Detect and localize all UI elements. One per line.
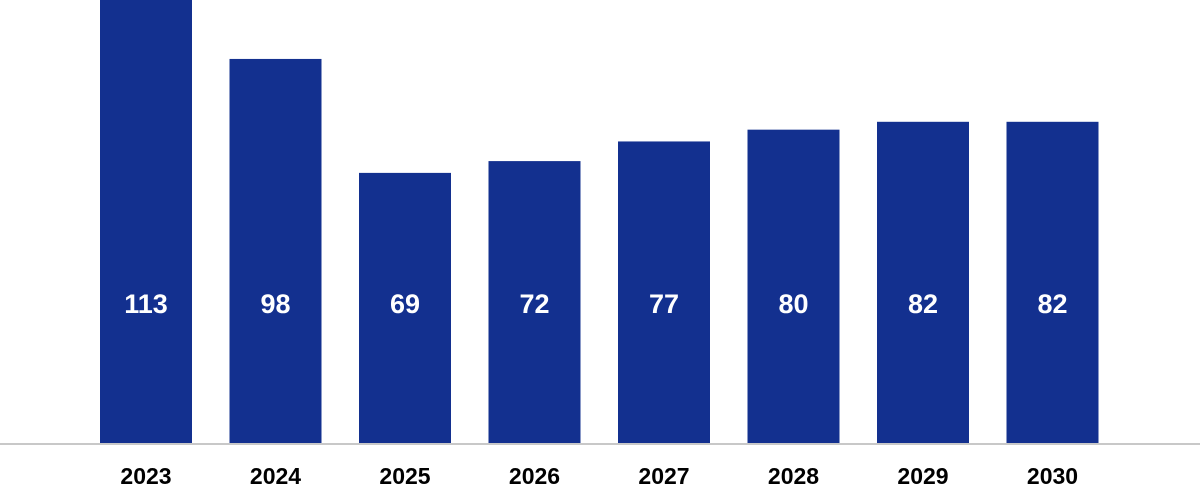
x-tick-2027: 2027	[638, 463, 689, 489]
x-tick-2025: 2025	[379, 463, 430, 489]
bar-2023	[100, 0, 192, 444]
x-tick-2024: 2024	[250, 463, 301, 489]
bar-2024	[229, 58, 322, 445]
x-tick-2026: 2026	[509, 463, 560, 489]
x-tick-2023: 2023	[120, 463, 171, 489]
data-label-2028: 80	[778, 289, 808, 319]
x-tick-2029: 2029	[897, 463, 948, 489]
data-label-2026: 72	[519, 289, 549, 319]
data-label-2024: 98	[260, 289, 290, 319]
data-label-2023: 113	[124, 289, 168, 319]
bar-2026	[488, 161, 581, 444]
bar-2030	[1006, 121, 1099, 445]
x-tick-2028: 2028	[768, 463, 819, 489]
bars-group: 113 98 69 72 77 80 82 82	[100, 0, 1099, 445]
data-label-2029: 82	[908, 289, 938, 319]
x-tick-labels: 2023 2024 2025 2026 2027 2028 2029 2030	[120, 463, 1078, 489]
bar-2025	[359, 172, 451, 444]
bar-2028	[747, 129, 840, 445]
bar-2027	[618, 141, 710, 444]
data-label-2025: 69	[390, 289, 420, 319]
x-tick-2030: 2030	[1027, 463, 1078, 489]
data-label-2030: 82	[1037, 289, 1067, 319]
data-label-2027: 77	[649, 289, 679, 319]
bar-2029	[877, 121, 969, 445]
